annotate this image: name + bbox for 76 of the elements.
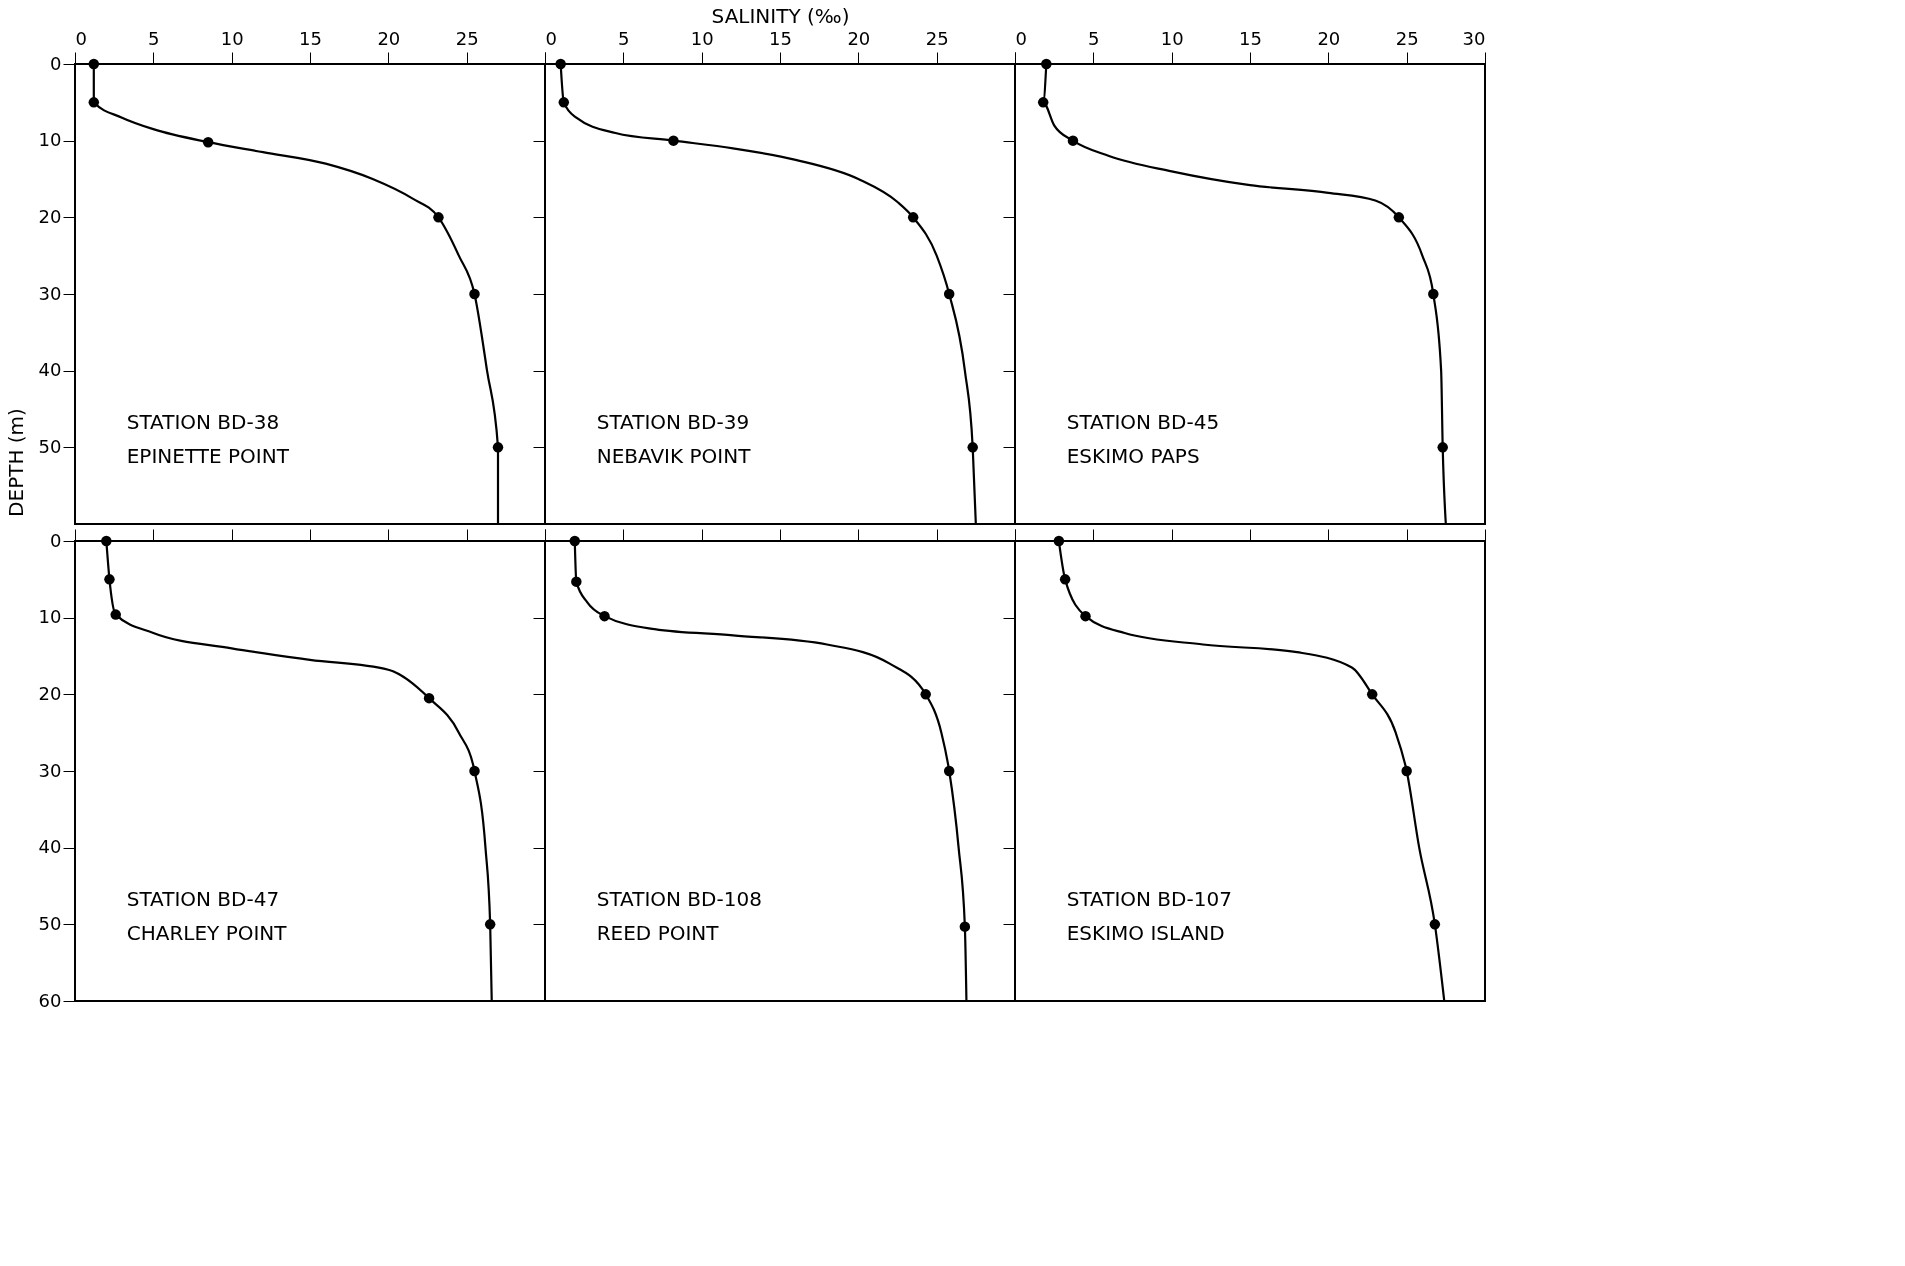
point: [1053, 535, 1065, 547]
annotation: STATION BD-39: [596, 409, 750, 434]
x-tick-label: 25: [1395, 27, 1419, 49]
annotation: STATION BD-108: [596, 886, 762, 911]
y-tick-label: 50: [38, 912, 62, 934]
x-tick-label: 20: [847, 27, 871, 49]
y-tick-label: 40: [38, 359, 62, 381]
point: [920, 689, 931, 700]
annotation: ESKIMO PAPS: [1066, 443, 1200, 468]
point: [88, 58, 100, 70]
annotation: ESKIMO ISLAND: [1066, 920, 1225, 945]
point: [943, 765, 955, 777]
point: [571, 576, 582, 587]
x-tick-label: 25: [925, 27, 949, 49]
point: [423, 692, 435, 704]
point: [492, 442, 504, 453]
point: [88, 97, 100, 108]
annotation: STATION BD-107: [1066, 886, 1232, 911]
x-tick-label: 5: [618, 27, 630, 49]
point: [1366, 689, 1378, 700]
annotation: REED POINT: [596, 920, 720, 945]
point: [1401, 765, 1412, 777]
point: [469, 288, 480, 300]
x-tick-label: 10: [1160, 27, 1184, 49]
x-tick-label: 10: [690, 27, 714, 49]
y-tick-label: 20: [38, 205, 62, 227]
point: [555, 58, 566, 70]
point: [110, 609, 121, 620]
x-tick-label: 0: [1015, 27, 1027, 49]
point: [907, 212, 919, 223]
y-axis-title: DEPTH (m): [3, 408, 28, 517]
y-tick-label: 0: [50, 52, 62, 74]
point: [668, 135, 679, 146]
point: [967, 442, 978, 453]
x-tick-label: 15: [299, 27, 322, 49]
annotation: STATION BD-47: [126, 886, 280, 911]
point: [202, 136, 214, 148]
x-tick-label: 10: [220, 27, 244, 49]
point: [1429, 919, 1441, 930]
x-tick-label: 30: [1462, 27, 1486, 49]
y-tick-label: 20: [38, 682, 62, 704]
annotation: NEBAVIK POINT: [596, 443, 752, 468]
y-tick-label: 30: [38, 282, 62, 304]
point: [959, 921, 971, 932]
point: [484, 919, 496, 930]
annotation: STATION BD-45: [1066, 409, 1220, 434]
y-tick-label: 10: [38, 129, 62, 151]
point: [469, 765, 480, 777]
point: [558, 97, 570, 108]
point: [101, 535, 112, 547]
annotation: EPINETTE POINT: [126, 443, 290, 468]
point: [599, 610, 610, 622]
y-tick-label: 30: [38, 759, 62, 781]
x-tick-label: 15: [769, 27, 792, 49]
x-tick-label: 25: [455, 27, 479, 49]
x-tick-label: 20: [377, 27, 401, 49]
y-tick-label: 10: [38, 606, 62, 628]
y-tick-label: 40: [38, 836, 62, 858]
x-tick-label: 0: [545, 27, 557, 49]
x-axis-title: SALINITY (‰): [711, 3, 850, 28]
point: [943, 288, 955, 300]
annotation: STATION BD-38: [126, 409, 280, 434]
y-tick-label: 60: [38, 989, 62, 1011]
point: [1080, 610, 1091, 622]
point: [1059, 574, 1071, 585]
annotation: CHARLEY POINT: [126, 920, 288, 945]
point: [104, 574, 115, 585]
x-tick-label: 20: [1317, 27, 1341, 49]
point: [569, 535, 581, 547]
x-tick-label: 5: [148, 27, 160, 49]
x-tick-label: 15: [1239, 27, 1262, 49]
x-tick-label: 5: [1088, 27, 1100, 49]
y-tick-label: 50: [38, 435, 62, 457]
y-tick-label: 0: [50, 529, 62, 551]
x-tick-label: 0: [75, 27, 87, 49]
point: [433, 212, 444, 223]
